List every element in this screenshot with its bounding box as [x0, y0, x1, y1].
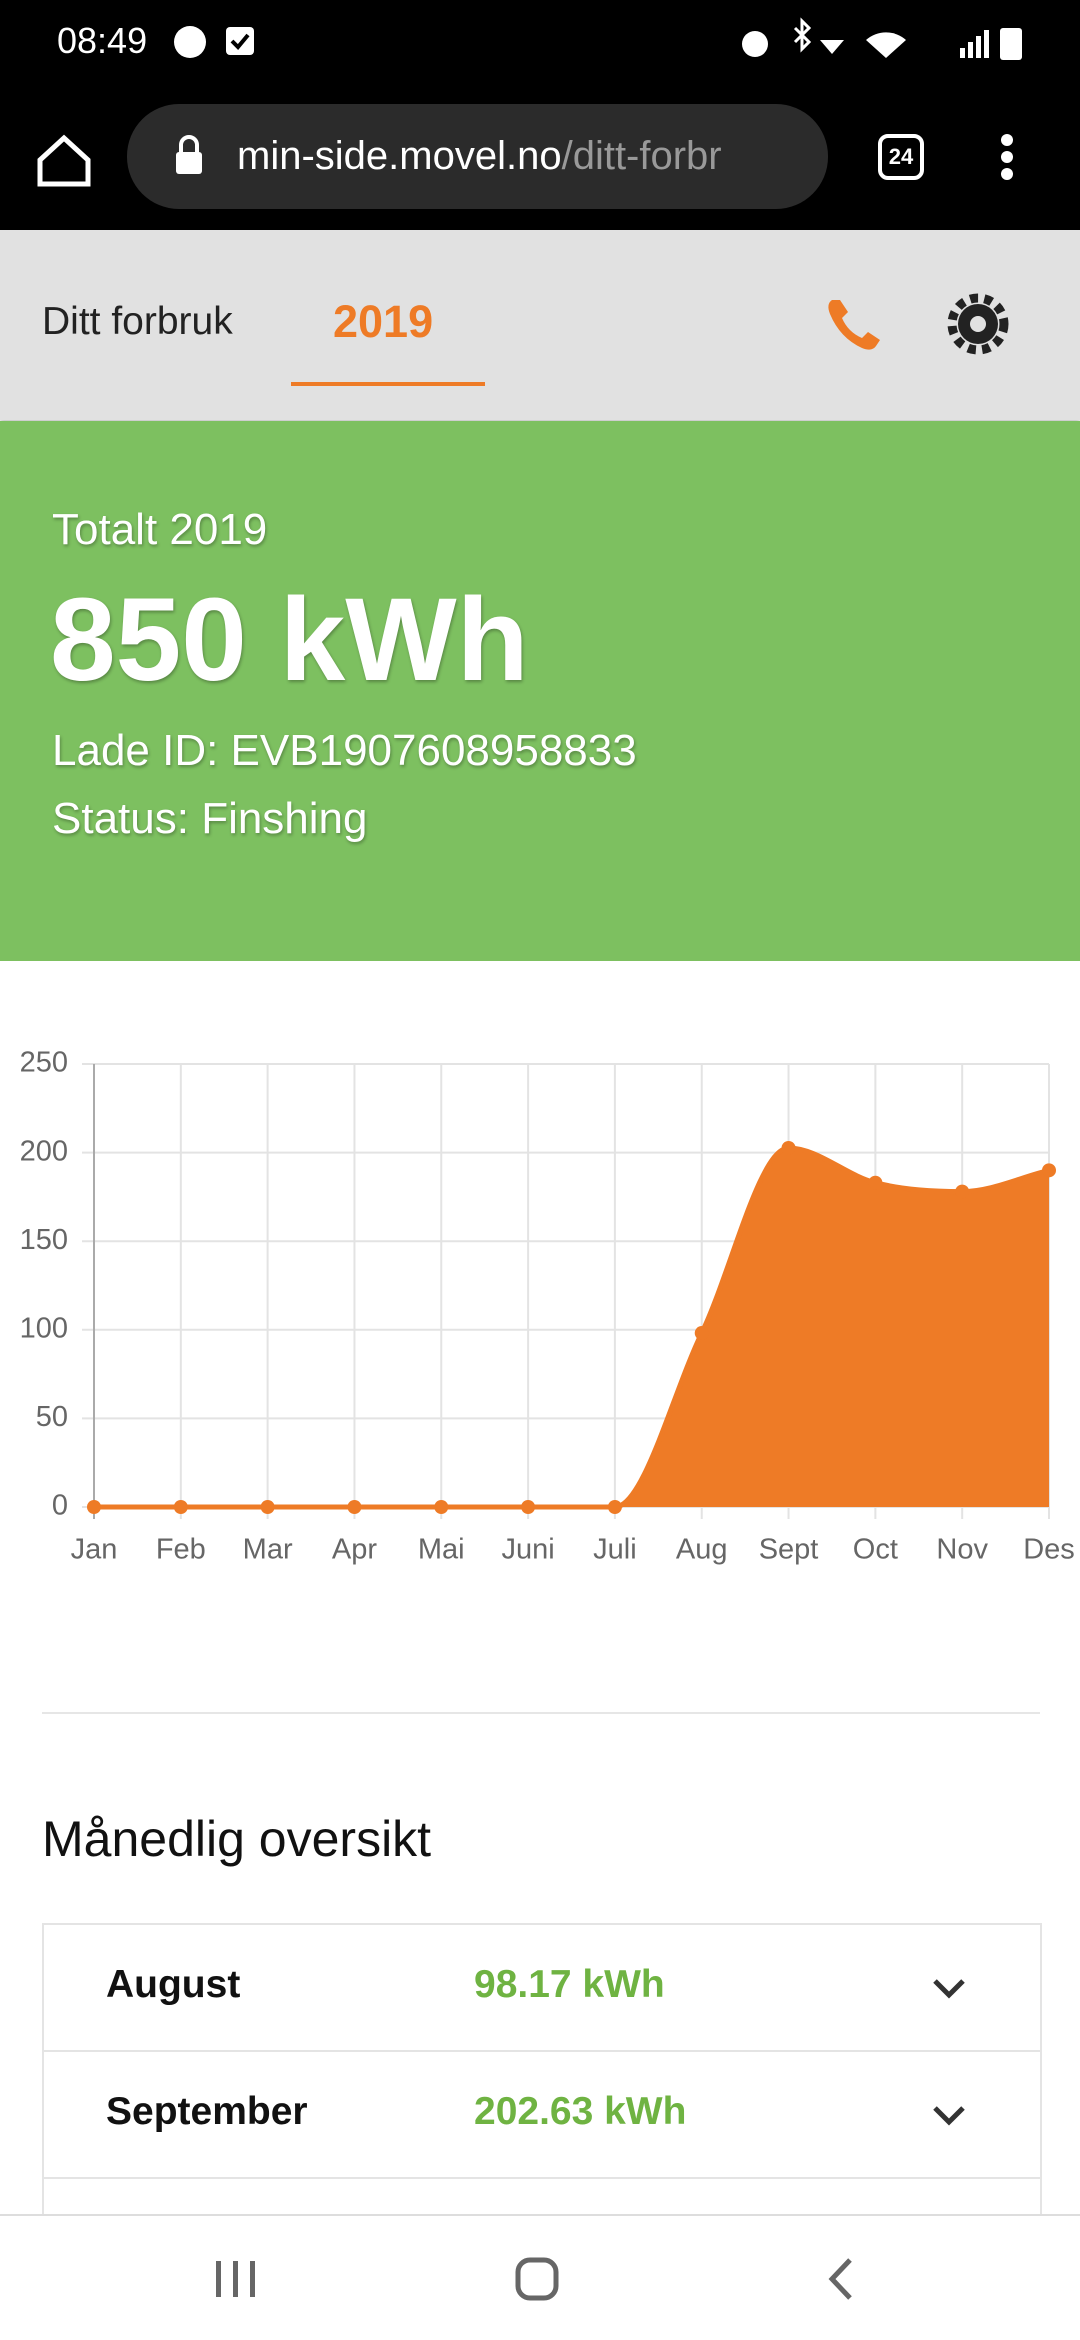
row-month: September: [106, 2090, 308, 2133]
point: [347, 1500, 362, 1514]
home-icon[interactable]: [37, 134, 91, 187]
y-tick-label: 200: [20, 1135, 68, 1167]
overview-title: Månedlig oversikt: [42, 1811, 432, 1867]
x-tick-label: Nov: [936, 1534, 988, 1566]
point: [173, 1500, 188, 1514]
expand-icon[interactable]: [929, 1973, 969, 2003]
expand-icon[interactable]: [929, 2100, 969, 2130]
x-tick-label: Juni: [501, 1534, 554, 1566]
lade-id: Lade ID: EVB1907608958833: [52, 726, 637, 775]
status: Status: Finshing: [52, 794, 368, 843]
point: [260, 1500, 275, 1514]
x-tick-label: Aug: [676, 1534, 728, 1566]
x-tick-label: Mar: [243, 1534, 293, 1566]
x-tick-label: Des: [1023, 1534, 1075, 1566]
x-tick-label: Sept: [759, 1534, 819, 1566]
point: [521, 1500, 536, 1514]
point: [434, 1500, 449, 1514]
point: [868, 1175, 883, 1190]
url-bar[interactable]: [127, 104, 828, 209]
summary-total: 850 kWh: [50, 574, 529, 706]
point: [694, 1326, 709, 1341]
y-tick-label: 150: [20, 1224, 68, 1256]
point: [87, 1500, 101, 1514]
y-tick-label: 50: [36, 1401, 68, 1433]
summary-panel: [0, 421, 1080, 961]
x-tick-label: Mai: [418, 1534, 465, 1566]
summary-label: Totalt 2019: [52, 505, 268, 554]
settings-icon[interactable]: [947, 293, 1009, 355]
overview-row[interactable]: August 98.17 kWh: [44, 1925, 1040, 2052]
recents-button[interactable]: [216, 2261, 255, 2297]
x-tick-label: Feb: [156, 1534, 206, 1566]
url: min-side.movel.no/ditt-forbr: [237, 134, 805, 179]
home-button[interactable]: [515, 2257, 559, 2301]
y-tick-label: 0: [52, 1490, 68, 1522]
tabs-button[interactable]: [878, 134, 924, 180]
point: [1042, 1163, 1056, 1178]
row-value: 98.17 kWh: [474, 1963, 665, 2006]
row-month: August: [106, 1963, 241, 2006]
tab-underline: [291, 382, 485, 386]
point: [607, 1500, 622, 1514]
divider: [42, 1712, 1040, 1714]
header-icons: [828, 293, 1009, 355]
active-tab[interactable]: 2019: [333, 296, 434, 347]
overview-table: August 98.17 kWh September 202.63 kWh: [42, 1923, 1042, 2239]
tab-count: 24: [889, 144, 914, 169]
chart: 0 50 100 150 200 250 Jan Feb Mar Apr Mai Juni Juli Au…: [20, 1047, 1075, 1566]
chrome-icons: 24: [37, 17, 1022, 209]
point: [781, 1140, 796, 1155]
phone-icon[interactable]: [828, 300, 880, 350]
x-tick-label: Oct: [853, 1534, 898, 1566]
x-tick-label: Jan: [71, 1534, 118, 1566]
x-tick-label: Juli: [593, 1534, 637, 1566]
y-tick-label: 250: [20, 1047, 68, 1079]
overview-row[interactable]: September 202.63 kWh: [44, 2052, 1040, 2179]
nav-bar: [0, 2214, 1080, 2340]
tab[interactable]: Ditt forbruk: [42, 300, 233, 343]
point: [955, 1184, 970, 1199]
app-header: [0, 230, 1080, 420]
x-tick-label: Apr: [332, 1534, 377, 1566]
row-value: 202.63 kWh: [474, 2090, 687, 2133]
area: [94, 1147, 1049, 1507]
url-host: min-side.movel.no: [237, 134, 562, 178]
menu-button[interactable]: [1001, 134, 1013, 180]
clock: 08:49: [57, 20, 148, 61]
url-path: /ditt-forbr: [561, 134, 722, 178]
y-tick-label: 100: [20, 1312, 68, 1344]
nav-icons: [216, 2257, 852, 2301]
back-button[interactable]: [828, 2258, 852, 2300]
